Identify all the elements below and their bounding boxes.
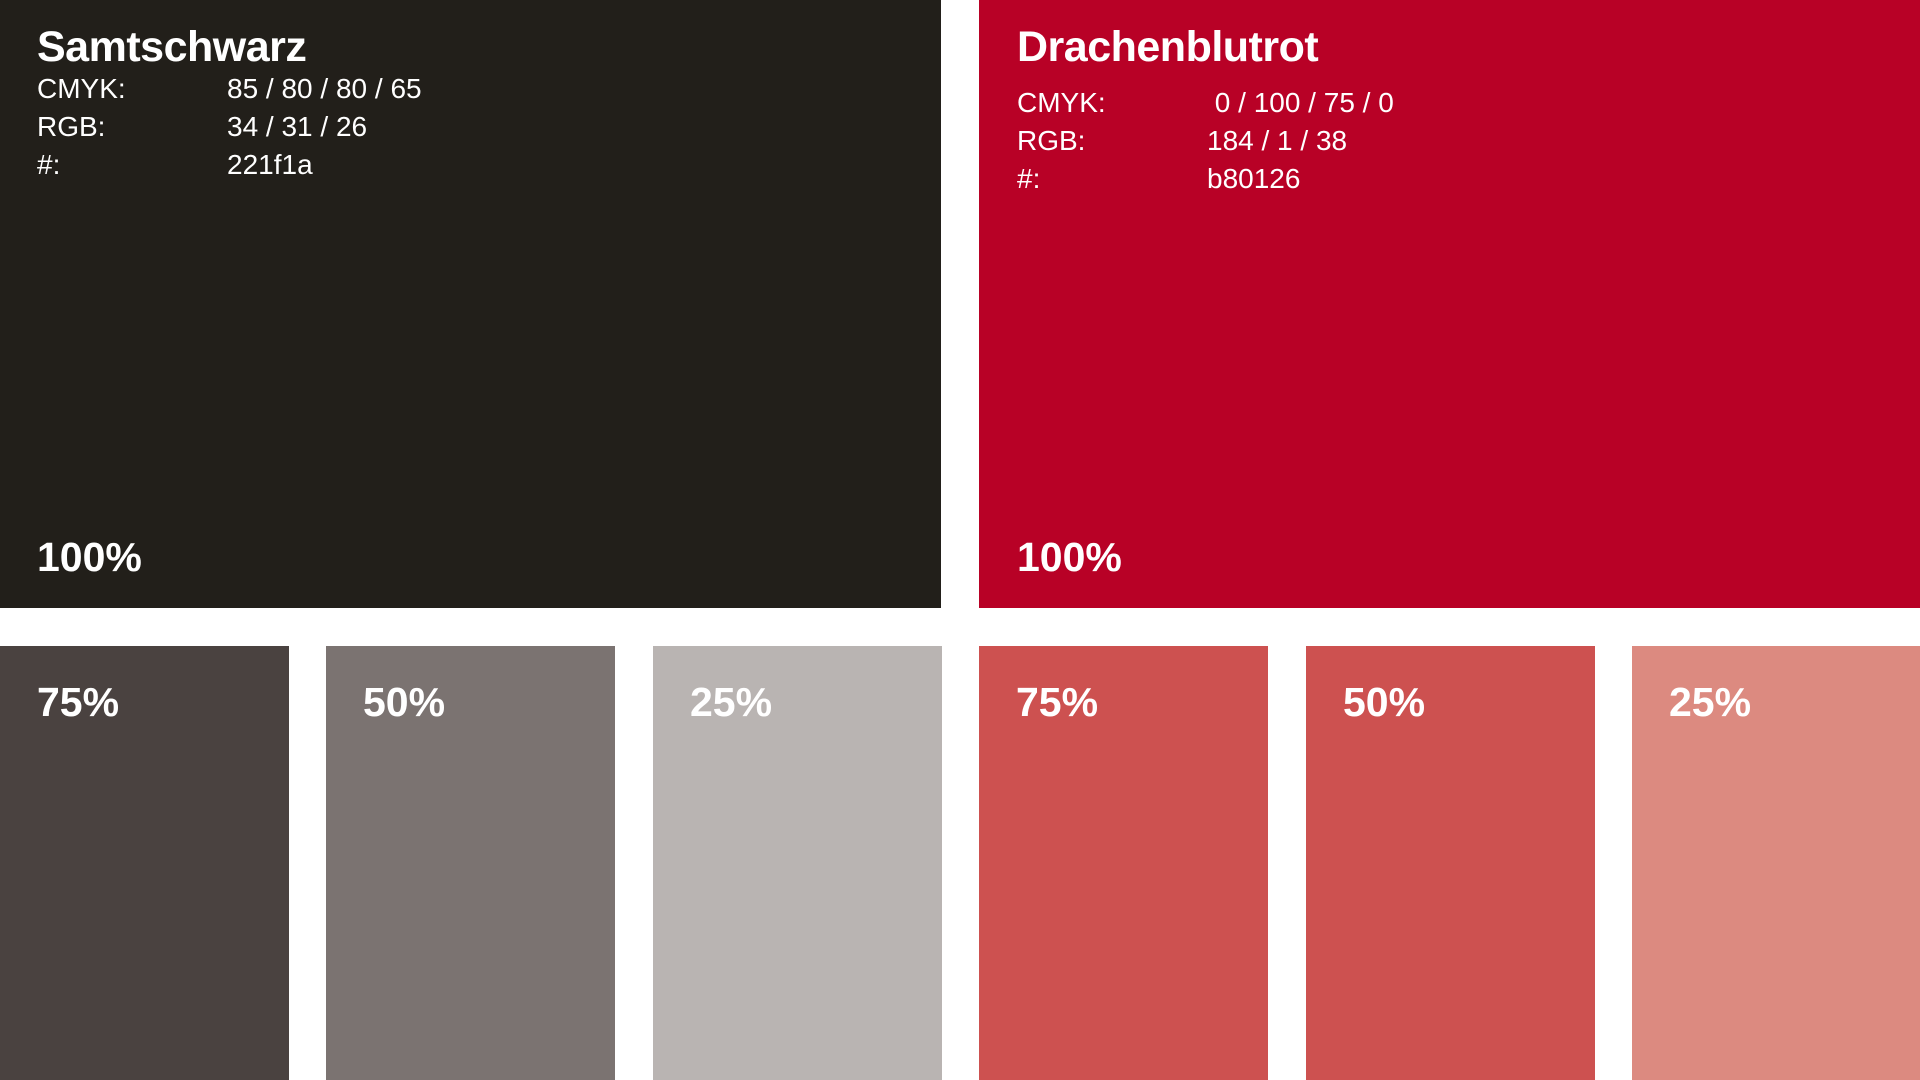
spec-value-cmyk: 0 / 100 / 75 / 0 [1207,87,1394,118]
percent-label-100: 100% [37,534,142,580]
swatch-samtschwarz-100: Samtschwarz CMYK: 85 / 80 / 80 / 65 RGB:… [0,0,941,608]
percent-label-75: 75% [1016,679,1099,725]
color-name-samtschwarz: Samtschwarz [37,23,307,71]
spec-label-rgb: RGB: [37,111,106,142]
spec-row-hex: #: b80126 [1017,160,1394,198]
swatch-samtschwarz-25: 25% [653,646,942,1080]
swatch-drachenblutrot-25: 25% [1632,646,1920,1080]
spec-value-rgb: 34 / 31 / 26 [227,111,368,142]
color-name-drachenblutrot: Drachenblutrot [1017,23,1319,71]
percent-label-50: 50% [363,679,446,725]
spec-value-hex: 221f1a [227,149,313,180]
color-specs-drachenblutrot: CMYK: 0 / 100 / 75 / 0 RGB: 184 / 1 / 38… [1017,84,1394,198]
swatch-samtschwarz-50: 50% [326,646,615,1080]
percent-label-100: 100% [1017,534,1122,580]
spec-value-hex: b80126 [1207,163,1301,194]
spec-row-hex: #: 221f1a [37,146,422,184]
swatch-drachenblutrot-75: 75% [979,646,1268,1080]
percent-label-50: 50% [1343,679,1426,725]
spec-row-rgb: RGB: 184 / 1 / 38 [1017,122,1394,160]
swatch-drachenblutrot-50: 50% [1306,646,1595,1080]
spec-row-cmyk: CMYK: 0 / 100 / 75 / 0 [1017,84,1394,122]
color-specs-samtschwarz: CMYK: 85 / 80 / 80 / 65 RGB: 34 / 31 / 2… [37,70,422,184]
spec-label-hex: #: [37,149,61,180]
percent-label-75: 75% [37,679,120,725]
spec-label-cmyk: CMYK: [1017,87,1106,118]
percent-label-25: 25% [690,679,773,725]
swatch-samtschwarz-75: 75% [0,646,289,1080]
spec-label-cmyk: CMYK: [37,73,126,104]
spec-value-cmyk: 85 / 80 / 80 / 65 [227,73,422,104]
spec-row-rgb: RGB: 34 / 31 / 26 [37,108,422,146]
spec-value-rgb: 184 / 1 / 38 [1207,125,1348,156]
spec-label-rgb: RGB: [1017,125,1086,156]
spec-label-hex: #: [1017,163,1041,194]
spec-row-cmyk: CMYK: 85 / 80 / 80 / 65 [37,70,422,108]
percent-label-25: 25% [1669,679,1752,725]
swatch-drachenblutrot-100: Drachenblutrot CMYK: 0 / 100 / 75 / 0 RG… [979,0,1920,608]
